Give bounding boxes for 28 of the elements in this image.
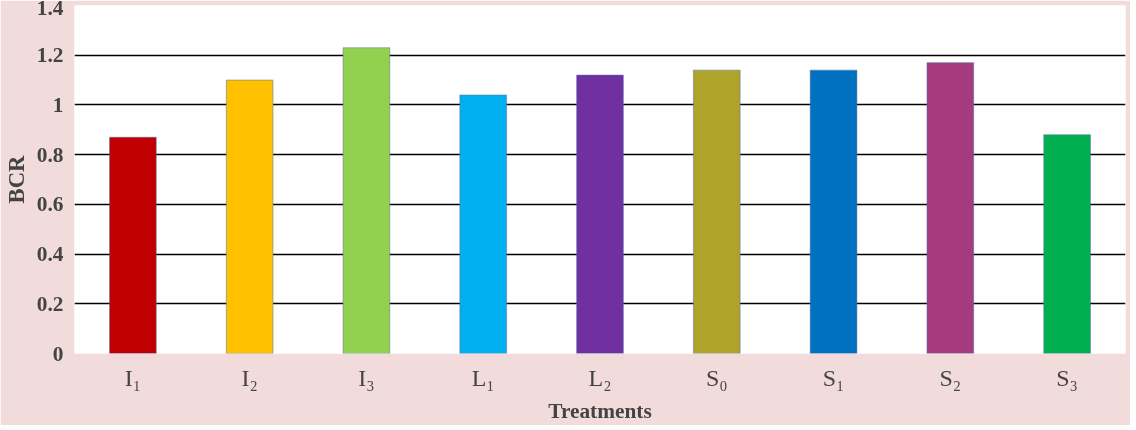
y-tick-label: 0 bbox=[52, 341, 64, 366]
y-tick-label: 0.6 bbox=[36, 192, 64, 217]
bar bbox=[692, 69, 741, 354]
bar bbox=[1043, 134, 1091, 354]
y-axis-title: BCR bbox=[3, 154, 29, 204]
y-tick-label: 1 bbox=[52, 92, 64, 117]
y-tick-label: 0.4 bbox=[36, 242, 64, 267]
bar bbox=[576, 74, 624, 354]
bar bbox=[926, 62, 975, 354]
y-tick-label: 0.2 bbox=[36, 291, 64, 316]
y-tick-label: 1.2 bbox=[36, 43, 64, 68]
x-tick-label: I₂ bbox=[241, 364, 258, 391]
x-tick-label: S₀ bbox=[705, 364, 728, 391]
bar bbox=[809, 69, 858, 354]
bar bbox=[459, 94, 508, 354]
x-tick-label: S₃ bbox=[1056, 364, 1078, 391]
x-tick-label: S₂ bbox=[939, 364, 962, 391]
y-tick-label: 1.4 bbox=[36, 0, 64, 20]
x-tick-label: S₁ bbox=[822, 364, 845, 391]
x-tick-label: L₂ bbox=[588, 364, 612, 391]
x-tick-label: L₁ bbox=[471, 364, 495, 391]
y-tick-label: 0.8 bbox=[36, 142, 64, 167]
x-tick-label: I₃ bbox=[358, 364, 375, 391]
bar bbox=[342, 47, 391, 354]
x-tick-label: I₁ bbox=[124, 364, 142, 391]
x-axis-title: Treatments bbox=[548, 398, 652, 423]
bar bbox=[109, 136, 157, 354]
bar bbox=[225, 79, 274, 354]
